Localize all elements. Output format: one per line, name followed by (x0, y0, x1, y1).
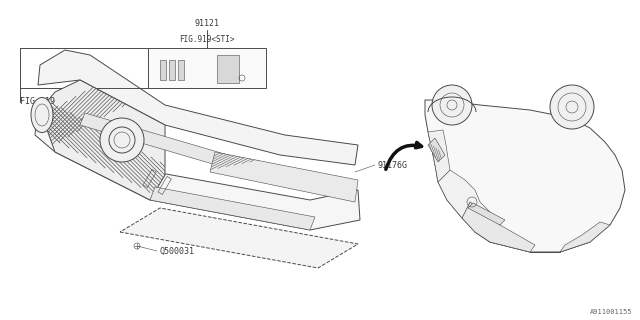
Polygon shape (38, 50, 358, 165)
Bar (148, 48, 266, 88)
Polygon shape (35, 100, 360, 230)
Bar (178, 60, 184, 80)
Bar (158, 176, 172, 195)
Polygon shape (120, 208, 358, 268)
Polygon shape (438, 170, 500, 225)
Text: Q500031: Q500031 (159, 246, 194, 255)
Bar (143, 169, 156, 188)
Bar (169, 60, 175, 80)
Text: FIG.919: FIG.919 (20, 98, 55, 107)
Bar (160, 60, 166, 80)
Text: A911001155: A911001155 (589, 309, 632, 315)
Text: 91176G: 91176G (377, 161, 407, 170)
Circle shape (432, 85, 472, 125)
Polygon shape (462, 202, 535, 252)
Text: 91121: 91121 (195, 19, 220, 28)
Text: FIG.919<STI>: FIG.919<STI> (179, 35, 235, 44)
Polygon shape (428, 138, 445, 162)
Polygon shape (150, 187, 315, 230)
FancyArrowPatch shape (386, 142, 422, 169)
Circle shape (550, 85, 594, 129)
Polygon shape (425, 100, 625, 252)
Circle shape (100, 118, 144, 162)
Ellipse shape (31, 98, 53, 132)
Polygon shape (428, 130, 450, 182)
Bar (217, 55, 239, 83)
Polygon shape (80, 113, 245, 172)
Polygon shape (560, 222, 610, 252)
Polygon shape (468, 203, 505, 225)
Polygon shape (210, 152, 358, 202)
Polygon shape (40, 80, 165, 200)
